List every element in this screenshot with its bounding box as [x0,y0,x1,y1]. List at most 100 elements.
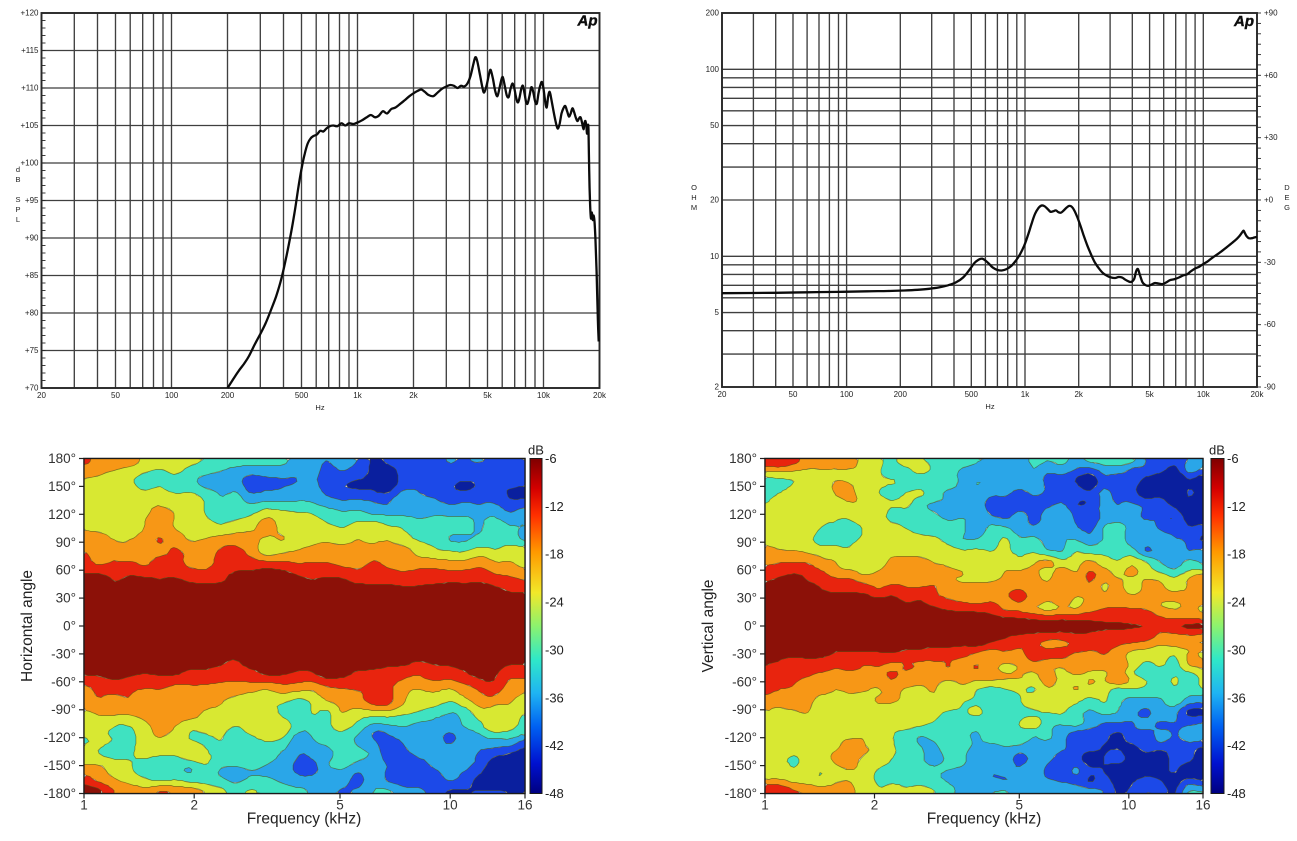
svg-text:O: O [691,183,697,192]
svg-text:-36: -36 [545,690,564,705]
svg-text:5: 5 [336,798,344,813]
svg-text:+60: +60 [1264,71,1278,80]
svg-text:20k: 20k [1251,390,1265,399]
svg-text:200: 200 [221,391,235,400]
svg-text:200: 200 [706,9,720,18]
svg-text:-180°: -180° [725,786,757,801]
svg-text:-18: -18 [545,547,564,562]
svg-text:100: 100 [840,390,854,399]
svg-text:180°: 180° [729,451,757,466]
svg-text:-30: -30 [1264,258,1276,267]
svg-text:-42: -42 [545,738,564,753]
svg-text:Ap: Ap [1233,13,1254,30]
svg-text:1k: 1k [1021,390,1030,399]
svg-text:-12: -12 [545,499,564,514]
svg-text:S: S [15,195,20,204]
svg-text:dB: dB [1209,443,1225,458]
svg-text:-180°: -180° [44,786,76,801]
svg-text:2: 2 [871,798,879,813]
svg-text:E: E [1284,193,1289,202]
svg-text:50: 50 [789,390,798,399]
svg-text:Hz: Hz [315,403,324,412]
svg-text:Horizontal angle: Horizontal angle [19,570,36,682]
svg-text:-42: -42 [1227,738,1246,753]
svg-text:D: D [1284,183,1290,192]
svg-text:Frequency (kHz): Frequency (kHz) [927,811,1042,828]
svg-text:20: 20 [710,196,719,205]
svg-text:1: 1 [80,798,88,813]
svg-text:90°: 90° [737,535,757,550]
svg-text:-60: -60 [1264,320,1276,329]
svg-text:+95: +95 [25,196,39,205]
svg-text:30°: 30° [737,591,757,606]
svg-text:-48: -48 [1227,786,1246,801]
svg-text:-30: -30 [545,642,564,657]
svg-text:H: H [691,193,696,202]
svg-text:5: 5 [1016,798,1024,813]
svg-text:-24: -24 [545,595,564,610]
svg-text:+80: +80 [25,309,39,318]
svg-text:+120: +120 [20,9,39,18]
svg-text:5: 5 [715,308,720,317]
svg-text:-18: -18 [1227,547,1246,562]
svg-text:16: 16 [1195,798,1210,813]
svg-text:Vertical angle: Vertical angle [700,579,717,672]
svg-text:+90: +90 [25,234,39,243]
svg-text:-30: -30 [1227,642,1246,657]
svg-text:20: 20 [37,391,46,400]
svg-text:5k: 5k [483,391,492,400]
svg-text:50: 50 [111,391,120,400]
svg-text:10k: 10k [1197,390,1211,399]
svg-text:+90: +90 [1264,9,1278,18]
svg-text:500: 500 [965,390,979,399]
svg-text:30°: 30° [56,591,76,606]
svg-text:Hz: Hz [985,402,994,411]
svg-text:-36: -36 [1227,690,1246,705]
svg-text:-90°: -90° [51,702,76,717]
svg-text:60°: 60° [56,563,76,578]
svg-text:+105: +105 [20,121,39,130]
svg-text:20k: 20k [593,391,607,400]
svg-text:0°: 0° [744,619,757,634]
svg-text:5k: 5k [1145,390,1154,399]
svg-text:2: 2 [190,798,198,813]
svg-text:+115: +115 [21,46,39,55]
svg-text:1: 1 [761,798,769,813]
svg-text:2k: 2k [409,391,418,400]
svg-text:100: 100 [706,65,720,74]
svg-text:B: B [15,175,20,184]
svg-text:-6: -6 [1227,451,1239,466]
svg-text:dB: dB [528,443,544,458]
svg-text:180°: 180° [48,451,76,466]
svg-text:500: 500 [295,391,309,400]
svg-text:10: 10 [1121,798,1136,813]
svg-text:-30°: -30° [51,646,76,661]
svg-text:60°: 60° [737,563,757,578]
svg-text:-12: -12 [1227,499,1246,514]
svg-text:L: L [16,215,20,224]
svg-text:-24: -24 [1227,595,1246,610]
svg-text:-120°: -120° [725,730,757,745]
svg-text:Ap: Ap [577,13,598,30]
svg-text:d: d [16,165,20,174]
svg-text:-90: -90 [1264,383,1276,392]
svg-text:1k: 1k [353,391,362,400]
svg-text:M: M [691,203,697,212]
svg-text:+100: +100 [20,159,39,168]
svg-text:G: G [1284,203,1290,212]
svg-text:2: 2 [715,383,720,392]
svg-text:-60°: -60° [732,674,757,689]
svg-text:20: 20 [718,390,727,399]
svg-text:-90°: -90° [732,702,757,717]
svg-text:0°: 0° [63,619,76,634]
svg-text:+85: +85 [25,271,39,280]
svg-text:50: 50 [710,121,719,130]
svg-text:+75: +75 [25,346,39,355]
svg-text:2k: 2k [1074,390,1083,399]
svg-text:-48: -48 [545,786,564,801]
svg-text:10k: 10k [537,391,551,400]
svg-text:-150°: -150° [44,758,76,773]
svg-text:+30: +30 [1264,133,1278,142]
svg-text:10: 10 [443,798,458,813]
svg-text:+0: +0 [1264,196,1274,205]
